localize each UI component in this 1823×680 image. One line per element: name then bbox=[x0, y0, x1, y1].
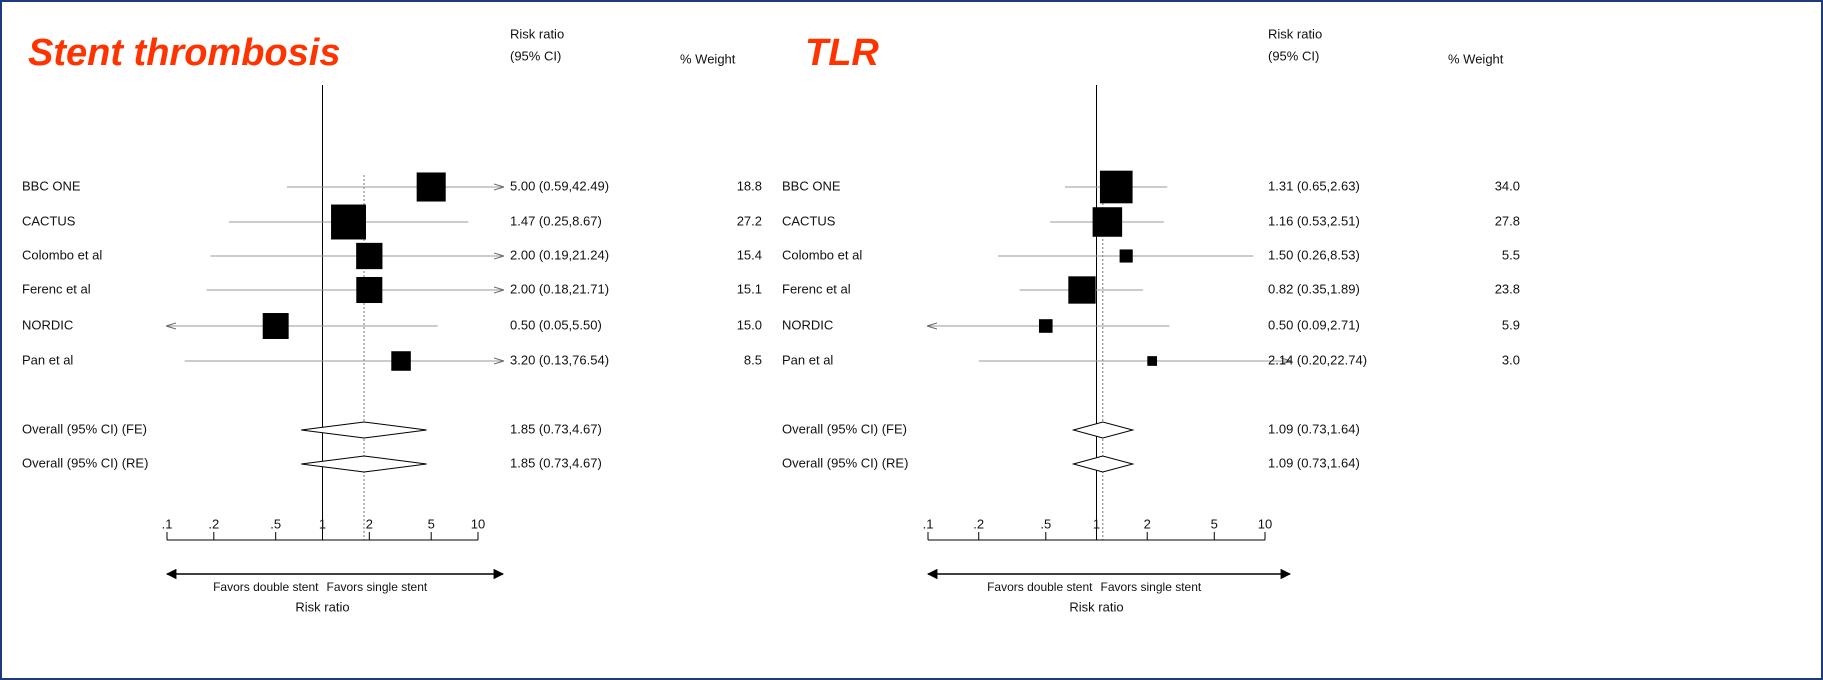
ci-label: 1.16 (0.53,2.51) bbox=[1268, 213, 1360, 228]
ci-label: 0.50 (0.05,5.50) bbox=[510, 317, 602, 332]
study-label: Ferenc et al bbox=[782, 281, 851, 296]
weight-label: 15.4 bbox=[737, 247, 762, 262]
overall-ci-label: 1.09 (0.73,1.64) bbox=[1268, 421, 1360, 436]
ci-label: 1.50 (0.26,8.53) bbox=[1268, 247, 1360, 262]
study-label: Colombo et al bbox=[782, 247, 862, 262]
weight-label: 15.1 bbox=[737, 281, 762, 296]
weight-label: 27.2 bbox=[737, 213, 762, 228]
ci-label: 2.00 (0.19,21.24) bbox=[510, 247, 609, 262]
panel-title: TLR bbox=[805, 32, 879, 74]
weight-label: 5.9 bbox=[1502, 317, 1520, 332]
x-tick-label: 2 bbox=[366, 516, 373, 531]
study-label: CACTUS bbox=[782, 213, 836, 228]
study-square bbox=[1147, 356, 1158, 366]
column-header: (95% CI) bbox=[1268, 48, 1319, 63]
overall-diamond bbox=[301, 421, 427, 439]
x-tick-label: .5 bbox=[1040, 516, 1051, 531]
overall-ci-label: 1.09 (0.73,1.64) bbox=[1268, 455, 1360, 470]
column-header: % Weight bbox=[680, 51, 736, 66]
x-tick-label: .1 bbox=[162, 516, 173, 531]
x-axis-label: Risk ratio bbox=[295, 599, 349, 614]
ci-label: 0.50 (0.09,2.71) bbox=[1268, 317, 1360, 332]
ci-label: 3.20 (0.13,76.54) bbox=[510, 352, 609, 367]
study-square bbox=[391, 351, 411, 371]
overall-diamond bbox=[1071, 421, 1135, 439]
x-axis-label: Risk ratio bbox=[1069, 599, 1123, 614]
study-label: BBC ONE bbox=[782, 178, 841, 193]
study-square bbox=[356, 276, 383, 304]
overall-label: Overall (95% CI) (RE) bbox=[782, 455, 908, 470]
column-header: % Weight bbox=[1448, 51, 1504, 66]
overall-diamond bbox=[301, 455, 427, 473]
annotation: Favors double stent bbox=[987, 580, 1093, 594]
overall-label: Overall (95% CI) (FE) bbox=[782, 421, 907, 436]
study-label: Colombo et al bbox=[22, 247, 102, 262]
overall-ci-label: 1.85 (0.73,4.67) bbox=[510, 455, 602, 470]
weight-label: 23.8 bbox=[1495, 281, 1520, 296]
column-header: Risk ratio bbox=[510, 26, 564, 41]
study-square bbox=[1119, 249, 1133, 263]
x-tick-label: .2 bbox=[973, 516, 984, 531]
study-label: Ferenc et al bbox=[22, 281, 91, 296]
weight-label: 3.0 bbox=[1502, 352, 1520, 367]
x-tick-label: 10 bbox=[471, 516, 485, 531]
annotation: Favors single stent bbox=[327, 580, 428, 594]
overall-diamond bbox=[1071, 455, 1135, 473]
x-tick-label: 10 bbox=[1258, 516, 1272, 531]
x-tick-label: .2 bbox=[208, 516, 219, 531]
column-header: Risk ratio bbox=[1268, 26, 1322, 41]
weight-label: 5.5 bbox=[1502, 247, 1520, 262]
study-label: NORDIC bbox=[22, 317, 73, 332]
x-tick-label: .5 bbox=[270, 516, 281, 531]
x-tick-label: .1 bbox=[923, 516, 934, 531]
x-tick-label: 2 bbox=[1144, 516, 1151, 531]
study-label: Pan et al bbox=[782, 352, 833, 367]
study-square bbox=[416, 172, 446, 202]
study-square bbox=[262, 313, 289, 339]
overall-label: Overall (95% CI) (FE) bbox=[22, 421, 147, 436]
x-tick-label: 1 bbox=[319, 516, 326, 531]
study-label: BBC ONE bbox=[22, 178, 81, 193]
study-square bbox=[1068, 276, 1096, 304]
ci-label: 1.31 (0.65,2.63) bbox=[1268, 178, 1360, 193]
ci-label: 2.14 (0.20,22.74) bbox=[1268, 352, 1367, 367]
ci-label: 5.00 (0.59,42.49) bbox=[510, 178, 609, 193]
study-square bbox=[1099, 170, 1133, 204]
x-tick-label: 1 bbox=[1093, 516, 1100, 531]
weight-label: 8.5 bbox=[744, 352, 762, 367]
ci-label: 1.47 (0.25,8.67) bbox=[510, 213, 602, 228]
weight-label: 27.8 bbox=[1495, 213, 1520, 228]
ci-label: 2.00 (0.18,21.71) bbox=[510, 281, 609, 296]
study-square bbox=[331, 204, 366, 240]
overall-label: Overall (95% CI) (RE) bbox=[22, 455, 148, 470]
study-label: Pan et al bbox=[22, 352, 73, 367]
study-square bbox=[356, 242, 383, 270]
x-tick-label: 5 bbox=[428, 516, 435, 531]
study-square bbox=[1038, 319, 1053, 333]
weight-label: 18.8 bbox=[737, 178, 762, 193]
panel-title: Stent thrombosis bbox=[28, 32, 340, 74]
annotation: Favors double stent bbox=[213, 580, 319, 594]
weight-label: 15.0 bbox=[737, 317, 762, 332]
overall-ci-label: 1.85 (0.73,4.67) bbox=[510, 421, 602, 436]
x-tick-label: 5 bbox=[1211, 516, 1218, 531]
column-header: (95% CI) bbox=[510, 48, 561, 63]
weight-label: 34.0 bbox=[1495, 178, 1520, 193]
study-label: CACTUS bbox=[22, 213, 76, 228]
study-square bbox=[1092, 207, 1123, 237]
study-label: NORDIC bbox=[782, 317, 833, 332]
ci-label: 0.82 (0.35,1.89) bbox=[1268, 281, 1360, 296]
annotation: Favors single stent bbox=[1101, 580, 1202, 594]
